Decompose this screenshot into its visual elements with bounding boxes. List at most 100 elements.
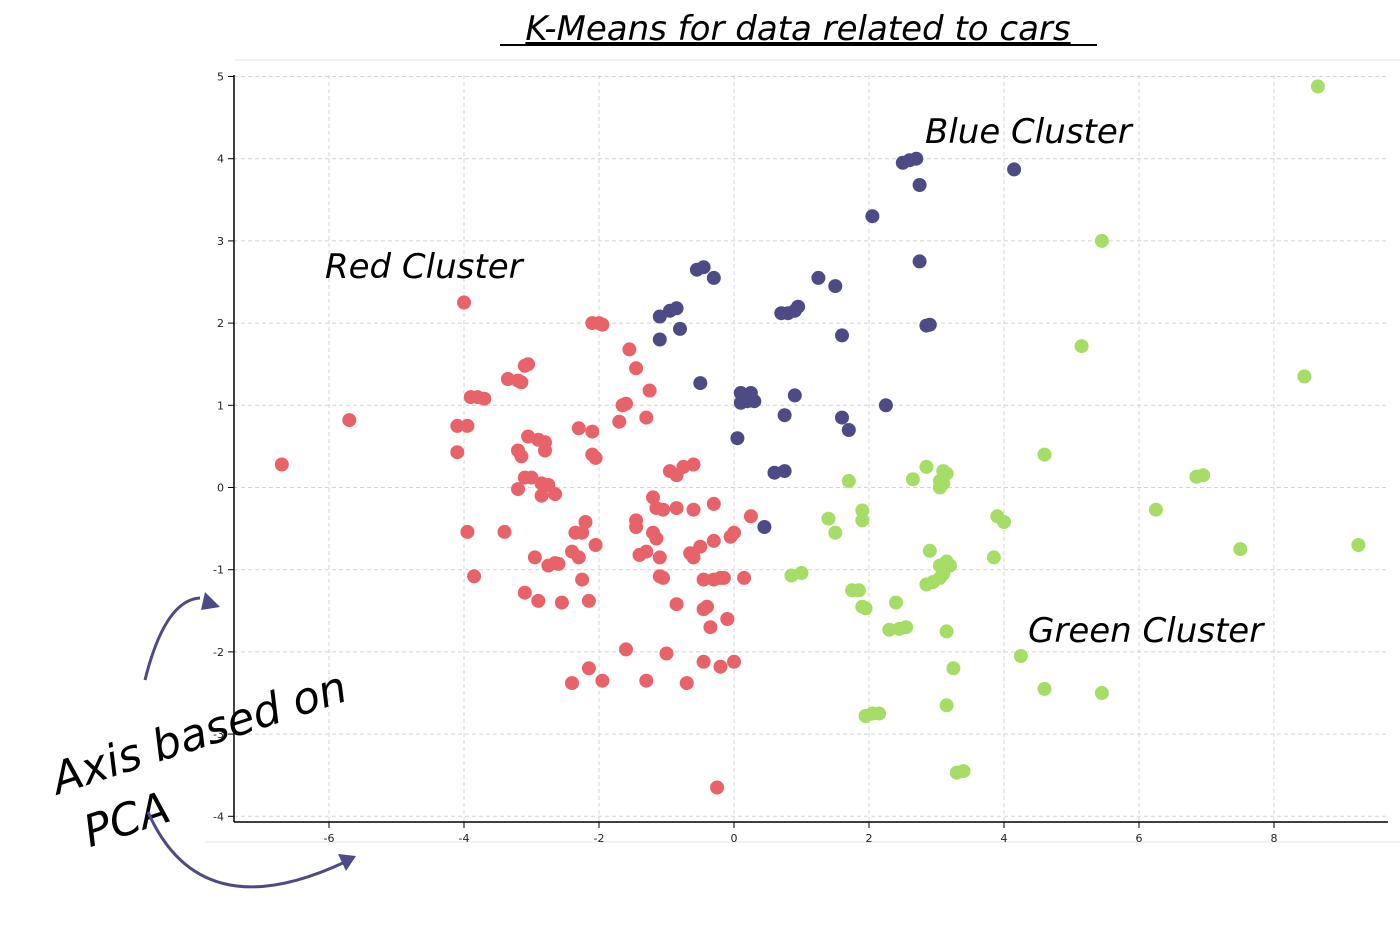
data-point bbox=[450, 445, 465, 460]
x-tick-label: 2 bbox=[866, 832, 873, 845]
data-point bbox=[686, 550, 701, 565]
data-point bbox=[460, 418, 475, 433]
data-point bbox=[706, 533, 721, 548]
data-point bbox=[912, 178, 927, 192]
data-point bbox=[517, 358, 532, 373]
data-point bbox=[673, 321, 687, 336]
data-point bbox=[986, 550, 1001, 565]
annotation-red-cluster: Red Cluster bbox=[325, 247, 525, 287]
data-point bbox=[450, 418, 465, 433]
y-tick-label: -2 bbox=[213, 646, 224, 659]
data-point bbox=[551, 556, 566, 571]
data-point bbox=[811, 270, 826, 285]
annotation-blue-cluster: Blue Cluster bbox=[925, 112, 1134, 152]
data-point bbox=[642, 383, 657, 398]
data-point bbox=[696, 654, 711, 669]
data-point bbox=[946, 661, 961, 676]
data-point bbox=[686, 502, 701, 517]
data-point bbox=[686, 457, 701, 472]
data-point bbox=[514, 449, 529, 464]
data-point bbox=[659, 646, 674, 661]
data-point bbox=[534, 488, 549, 503]
data-point bbox=[905, 472, 920, 487]
data-point bbox=[791, 299, 806, 314]
data-point bbox=[872, 706, 887, 721]
data-point bbox=[646, 490, 660, 505]
data-point bbox=[581, 661, 596, 676]
data-point bbox=[514, 375, 529, 390]
data-point bbox=[649, 531, 664, 546]
data-point bbox=[757, 520, 772, 534]
data-point bbox=[841, 423, 856, 437]
data-point bbox=[639, 544, 654, 559]
data-point bbox=[821, 511, 836, 526]
data-point bbox=[342, 413, 357, 428]
data-point bbox=[851, 583, 866, 598]
tick-labels: -6 -4 -2 0 2 4 6 8 -4 -3 -2 -1 0 1 2 3 4 5 bbox=[213, 71, 1277, 846]
data-point bbox=[565, 676, 579, 691]
data-point bbox=[777, 408, 792, 423]
y-tick-label: -3 bbox=[213, 728, 224, 741]
data-point bbox=[909, 151, 924, 166]
data-point bbox=[578, 515, 593, 529]
y-tick-label: 3 bbox=[217, 235, 224, 248]
data-point bbox=[460, 524, 475, 539]
data-point bbox=[794, 566, 809, 580]
data-point bbox=[703, 620, 718, 635]
data-point bbox=[571, 421, 586, 436]
data-point bbox=[669, 597, 684, 612]
data-point bbox=[835, 328, 849, 343]
y-tick-label: 0 bbox=[217, 482, 224, 495]
data-point bbox=[706, 270, 721, 285]
data-point bbox=[919, 577, 934, 592]
data-point bbox=[737, 570, 752, 585]
y-tick-label: -1 bbox=[213, 564, 224, 577]
data-point bbox=[777, 464, 792, 479]
arrow-to-x-axis bbox=[146, 811, 346, 889]
data-point bbox=[554, 595, 569, 610]
data-point bbox=[669, 501, 684, 516]
data-point bbox=[571, 550, 586, 565]
axes bbox=[205, 59, 1400, 843]
data-point bbox=[497, 524, 512, 539]
data-point bbox=[669, 301, 684, 316]
data-point bbox=[997, 515, 1011, 529]
data-point bbox=[696, 602, 711, 617]
axis-annotation: Axis based on PCA bbox=[43, 662, 353, 858]
data-point bbox=[595, 673, 610, 688]
x-tick-label: -4 bbox=[459, 832, 470, 845]
data-point bbox=[882, 622, 897, 637]
data-point bbox=[656, 570, 671, 585]
arrow-to-y-axis-head bbox=[201, 592, 220, 610]
data-point bbox=[652, 550, 667, 565]
data-point bbox=[693, 539, 708, 554]
data-point bbox=[1297, 369, 1312, 384]
data-point bbox=[747, 394, 762, 409]
data-point bbox=[652, 332, 667, 347]
data-point bbox=[696, 260, 711, 275]
y-tick-label: 2 bbox=[217, 317, 224, 330]
data-point bbox=[858, 601, 873, 616]
data-point bbox=[1196, 468, 1211, 483]
x-tick-label: 0 bbox=[731, 832, 738, 845]
data-point bbox=[706, 496, 721, 511]
data-point bbox=[457, 295, 471, 310]
data-point bbox=[679, 676, 694, 691]
data-point bbox=[629, 361, 644, 376]
data-point bbox=[855, 513, 870, 528]
data-point bbox=[716, 570, 731, 585]
y-tick-label: 4 bbox=[217, 153, 224, 166]
data-point bbox=[912, 254, 927, 269]
x-tick-label: 4 bbox=[1001, 832, 1008, 845]
data-point bbox=[693, 376, 708, 391]
data-point bbox=[696, 572, 711, 587]
data-point bbox=[619, 642, 633, 657]
data-point bbox=[1007, 162, 1022, 177]
data-point bbox=[936, 476, 951, 491]
data-point bbox=[865, 209, 880, 224]
data-point bbox=[467, 569, 482, 584]
data-point bbox=[710, 780, 725, 795]
data-point bbox=[713, 659, 728, 674]
data-point bbox=[575, 525, 590, 540]
data-point bbox=[527, 550, 542, 565]
